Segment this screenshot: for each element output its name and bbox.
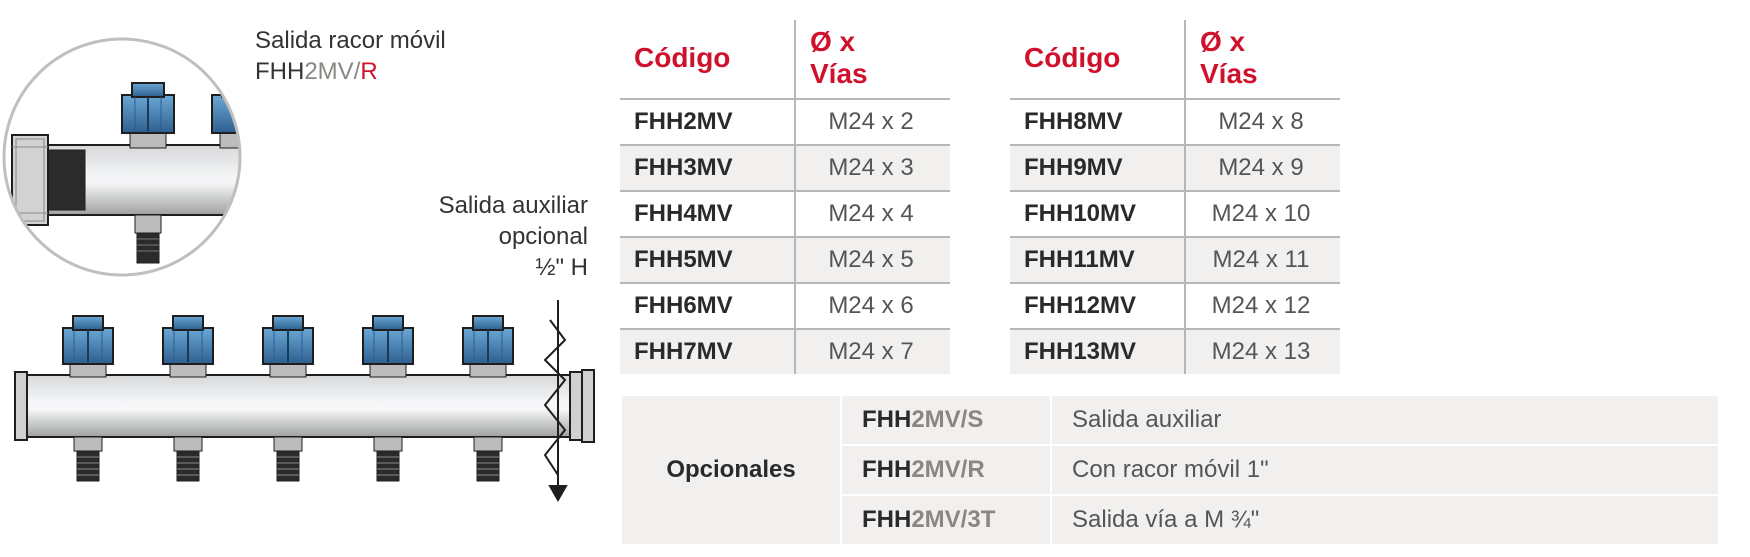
cell-spec: M24 x 3 <box>795 145 950 191</box>
cell-spec: M24 x 10 <box>1185 191 1340 237</box>
opt-row: OpcionalesFHH2MV/SSalida auxiliar <box>621 395 1719 445</box>
label-line2: FHH2MV/R <box>255 56 446 87</box>
cell-spec: M24 x 6 <box>795 283 950 329</box>
opt-code: FHH2MV/R <box>841 445 1051 495</box>
cell-spec: M24 x 8 <box>1185 99 1340 145</box>
th-codigo: Código <box>620 20 795 99</box>
opt-code: FHH2MV/3T <box>841 495 1051 545</box>
cell-spec: M24 x 11 <box>1185 237 1340 283</box>
cell-code: FHH11MV <box>1010 237 1185 283</box>
th-vias: Ø x Vías <box>1185 20 1340 99</box>
manifold-diagram <box>10 300 600 530</box>
table-row: FHH10MVM24 x 10 <box>1010 191 1340 237</box>
th-codigo: Código <box>1010 20 1185 99</box>
cell-spec: M24 x 13 <box>1185 329 1340 374</box>
opt-label: Opcionales <box>621 395 841 545</box>
cell-code: FHH6MV <box>620 283 795 329</box>
diagram-area: Salida racor móvil FHH2MV/R Salida auxil… <box>0 0 610 557</box>
opt-code: FHH2MV/S <box>841 395 1051 445</box>
cell-code: FHH13MV <box>1010 329 1185 374</box>
cell-spec: M24 x 9 <box>1185 145 1340 191</box>
cell-code: FHH8MV <box>1010 99 1185 145</box>
table-row: FHH11MVM24 x 11 <box>1010 237 1340 283</box>
th-vias: Ø x Vías <box>795 20 950 99</box>
opt-desc: Salida auxiliar <box>1051 395 1719 445</box>
cell-spec: M24 x 7 <box>795 329 950 374</box>
codes-table-left: Código Ø x Vías FHH2MVM24 x 2FHH3MVM24 x… <box>620 20 950 374</box>
table-row: FHH8MVM24 x 8 <box>1010 99 1340 145</box>
tables-area: Código Ø x Vías FHH2MVM24 x 2FHH3MVM24 x… <box>610 0 1750 557</box>
opt-desc: Con racor móvil 1" <box>1051 445 1719 495</box>
cell-code: FHH2MV <box>620 99 795 145</box>
cell-code: FHH7MV <box>620 329 795 374</box>
table-row: FHH2MVM24 x 2 <box>620 99 950 145</box>
table-row: FHH7MVM24 x 7 <box>620 329 950 374</box>
cell-code: FHH3MV <box>620 145 795 191</box>
table-row: FHH12MVM24 x 12 <box>1010 283 1340 329</box>
table-row: FHH13MVM24 x 13 <box>1010 329 1340 374</box>
opcionales-table: OpcionalesFHH2MV/SSalida auxiliarFHH2MV/… <box>620 394 1720 546</box>
label-line1: Salida racor móvil <box>255 25 446 56</box>
opt-desc: Salida vía a M ¾" <box>1051 495 1719 545</box>
label-salida-auxiliar: Salida auxiliar opcional ½" H <box>408 190 588 284</box>
table-row: FHH4MVM24 x 4 <box>620 191 950 237</box>
cell-code: FHH9MV <box>1010 145 1185 191</box>
detail-svg <box>0 35 245 280</box>
detail-circle <box>0 35 245 280</box>
cell-spec: M24 x 4 <box>795 191 950 237</box>
cell-code: FHH4MV <box>620 191 795 237</box>
table-row: FHH3MVM24 x 3 <box>620 145 950 191</box>
codes-table-right: Código Ø x Vías FHH8MVM24 x 8FHH9MVM24 x… <box>1010 20 1340 374</box>
cell-spec: M24 x 5 <box>795 237 950 283</box>
label-racor-movil: Salida racor móvil FHH2MV/R <box>255 25 446 87</box>
cell-code: FHH5MV <box>620 237 795 283</box>
cell-spec: M24 x 2 <box>795 99 950 145</box>
table-row: FHH5MVM24 x 5 <box>620 237 950 283</box>
cell-spec: M24 x 12 <box>1185 283 1340 329</box>
cell-code: FHH12MV <box>1010 283 1185 329</box>
table-row: FHH9MVM24 x 9 <box>1010 145 1340 191</box>
cell-code: FHH10MV <box>1010 191 1185 237</box>
table-row: FHH6MVM24 x 6 <box>620 283 950 329</box>
manifold-svg <box>10 300 600 530</box>
